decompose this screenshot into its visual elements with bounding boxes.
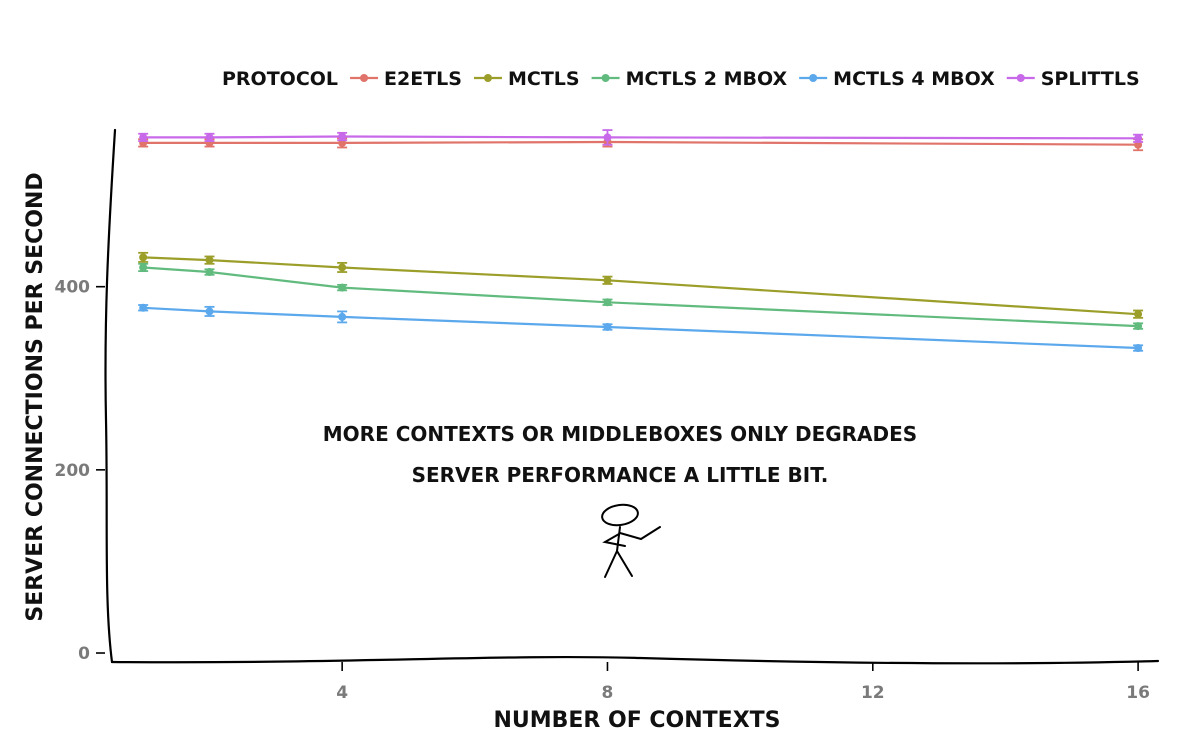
annotation: MORE CONTEXTS OR MIDDLEBOXES ONLY DEGRAD… [323, 422, 917, 487]
series-line [143, 135, 1139, 140]
x-tick-label: 8 [602, 683, 614, 703]
x-axis-label: NUMBER OF CONTEXTS [493, 708, 780, 733]
data-point [603, 276, 612, 285]
legend-item-splittls: SPLITTLS [1006, 68, 1140, 90]
series-line [143, 306, 1139, 350]
series-e2etls [138, 136, 1144, 152]
data-point [603, 133, 612, 142]
series-line [143, 266, 1139, 328]
legend-swatch-dot [483, 74, 492, 82]
y-tick-label: 400 [55, 278, 91, 298]
series-line [143, 140, 1139, 146]
x-tick-label: 16 [1126, 683, 1150, 703]
x-tick-label: 12 [861, 683, 885, 703]
ticks: 4 8 12 16 0 200 400 [55, 278, 1150, 703]
data-point [205, 268, 214, 277]
series-mctls-2-mbox [138, 262, 1144, 331]
data-point [139, 133, 148, 142]
axes [104, 128, 1160, 665]
data-point [338, 263, 347, 272]
legend-item-mctls: MCTLS [473, 68, 580, 90]
data-point [139, 253, 148, 262]
legend: PROTOCOL E2ETLS MCTLS MCTLS 2 MBOX MCTLS 4 … [222, 68, 1140, 90]
data-point [603, 322, 612, 331]
data-point [205, 133, 214, 142]
legend-item-mctls-4-mbox: MCTLS 4 MBOX [799, 68, 995, 90]
y-tick-label: 200 [55, 461, 91, 481]
data-point [1134, 344, 1143, 353]
legend-swatch-dot [601, 74, 610, 82]
annotation-line-2: SERVER PERFORMANCE A LITTLE BIT. [412, 463, 829, 487]
series-line [143, 256, 1139, 316]
data-point [1134, 310, 1143, 319]
x-axis-line [110, 655, 1160, 665]
legend-label: MCTLS [508, 68, 580, 90]
data-point [338, 132, 347, 141]
data-point [603, 298, 612, 307]
data-point [338, 283, 347, 292]
legend-swatch-dot [360, 74, 369, 82]
data-point [139, 303, 148, 312]
annotation-line-1: MORE CONTEXTS OR MIDDLEBOXES ONLY DEGRAD… [323, 422, 917, 446]
legend-title: PROTOCOL [222, 68, 338, 90]
data-point [338, 312, 347, 321]
series-splittls [138, 129, 1144, 146]
y-tick-label: 0 [78, 644, 90, 664]
y-axis-label: SERVER CONNECTIONS PER SECOND [23, 172, 48, 621]
data-point [1134, 322, 1143, 331]
x-tick-label: 4 [336, 683, 348, 703]
plot-area [138, 129, 1144, 353]
legend-label: MCTLS 2 MBOX [626, 68, 788, 90]
legend-label: MCTLS 4 MBOX [833, 68, 995, 90]
data-point [205, 307, 214, 316]
stick-figure-icon [601, 503, 661, 578]
series-mctls-4-mbox [138, 303, 1144, 353]
legend-label: SPLITTLS [1041, 68, 1140, 90]
legend-item-mctls-2-mbox: MCTLS 2 MBOX [591, 68, 788, 90]
legend-item-e2etls: E2ETLS [350, 68, 462, 90]
legend-label: E2ETLS [384, 68, 462, 90]
legend-swatch-dot [1016, 74, 1025, 82]
data-point [139, 263, 148, 272]
data-point [205, 256, 214, 265]
data-point [1134, 134, 1143, 143]
series-mctls [138, 251, 1144, 319]
y-axis-line [104, 128, 117, 664]
legend-swatch-dot [809, 74, 818, 82]
